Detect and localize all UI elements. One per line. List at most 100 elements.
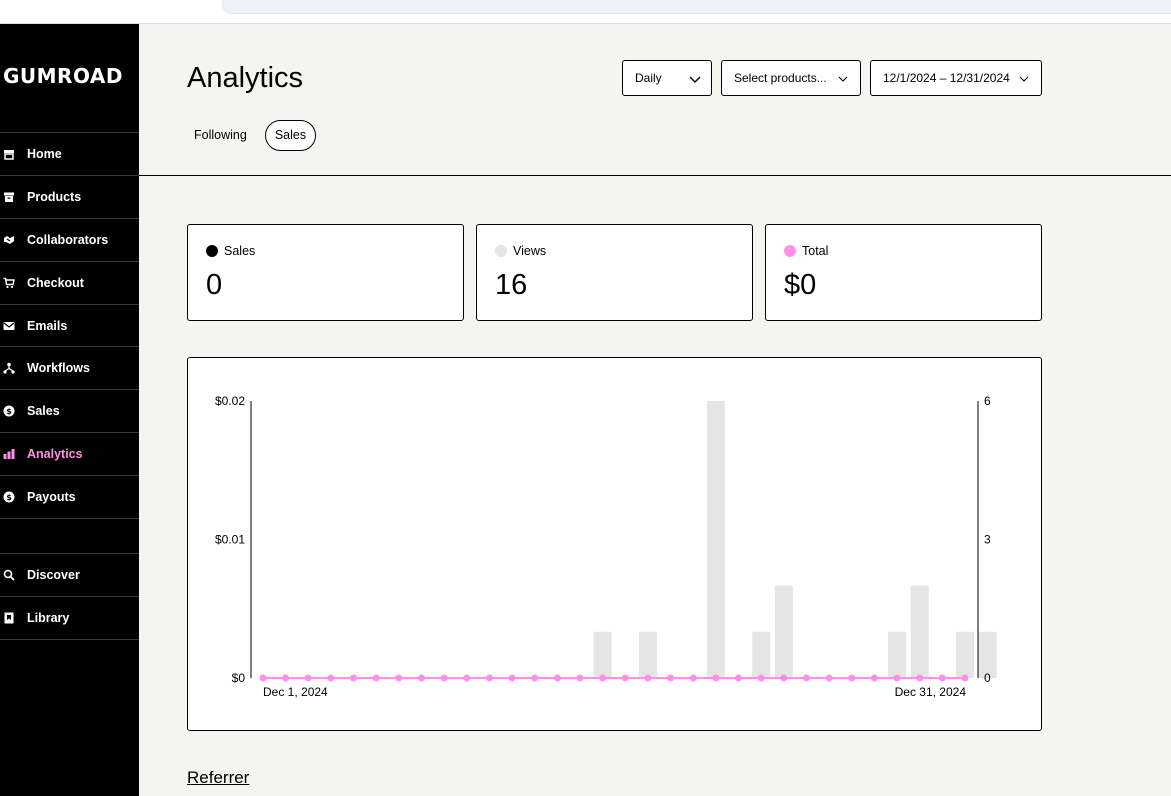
page-header: Analytics Following Sales Daily Select p…	[139, 24, 1171, 176]
total-point	[735, 674, 743, 682]
total-point	[689, 674, 697, 682]
sidebar-item-products[interactable]: Products	[0, 176, 139, 219]
total-point	[825, 674, 833, 682]
chevron-down-icon	[689, 73, 701, 83]
sidebar-item-label: Emails	[27, 318, 68, 333]
total-point	[667, 674, 675, 682]
sidebar: GUMROAD Home Products Collaborators Chec…	[0, 24, 139, 796]
sidebar-item-home[interactable]: Home	[0, 133, 139, 176]
sidebar-item-emails[interactable]: Emails	[0, 305, 139, 348]
sidebar-item-library[interactable]: Library	[0, 597, 139, 640]
sidebar-item-payouts[interactable]: $ Payouts	[0, 476, 139, 520]
sidebar-item-discover[interactable]: Discover	[0, 554, 139, 597]
total-point	[372, 674, 380, 682]
views-stat-label: Views	[513, 244, 547, 258]
views-bar	[956, 631, 974, 678]
total-point	[961, 674, 969, 682]
tab-sales[interactable]: Sales	[264, 120, 317, 151]
views-stat-value: 16	[495, 269, 528, 301]
total-point	[757, 674, 765, 682]
total-stat-card: Total $0	[765, 224, 1042, 321]
sidebar-item-checkout[interactable]: Checkout	[0, 262, 139, 305]
views-stat-label-row: Views	[495, 244, 546, 258]
diagram-icon	[3, 362, 15, 374]
total-point	[712, 674, 720, 682]
total-point	[418, 674, 426, 682]
sidebar-item-workflows[interactable]: Workflows	[0, 347, 139, 391]
tab-following[interactable]: Following	[194, 128, 247, 142]
views-legend-dot	[495, 245, 507, 257]
views-bar	[910, 585, 929, 678]
x-axis-end-label: Dec 31, 2024	[895, 685, 967, 699]
dollar-circle-icon: $	[3, 491, 15, 503]
referrer-heading[interactable]: Referrer	[187, 768, 250, 787]
total-point	[350, 674, 358, 682]
sidebar-item-collaborators[interactable]: Collaborators	[0, 219, 139, 262]
left-axis-tick-label: $0	[232, 671, 246, 685]
total-point	[916, 674, 924, 682]
total-point	[508, 674, 516, 682]
analytics-chart: $0 $0.01 $0.02 0 3 6 Dec 1, 2024 Dec 31, 2024	[187, 357, 1042, 731]
total-point	[485, 674, 493, 682]
sidebar-item-label: Payouts	[27, 490, 76, 505]
sidebar-item-label: Analytics	[27, 447, 83, 462]
views-bar	[706, 401, 725, 678]
store-icon	[3, 148, 15, 160]
chevron-down-icon	[838, 73, 848, 83]
total-stat-label-row: Total	[784, 244, 828, 258]
total-point	[599, 674, 607, 682]
views-bar	[752, 631, 771, 678]
right-axis-tick-label: 6	[984, 394, 991, 408]
left-axis-tick-label: $0.01	[215, 533, 245, 547]
page-title: Analytics	[187, 62, 304, 94]
products-placeholder: Select products...	[734, 71, 827, 85]
views-bar	[593, 631, 612, 678]
browser-chrome-strip	[0, 0, 1171, 24]
sidebar-item-label: Workflows	[27, 361, 90, 376]
right-axis-tick-label: 0	[984, 671, 991, 685]
sidebar-item-label: Checkout	[27, 275, 84, 290]
total-point	[395, 674, 403, 682]
products-select[interactable]: Select products...	[721, 60, 861, 96]
sales-stat-label-row: Sales	[206, 244, 255, 258]
total-point	[463, 674, 471, 682]
secondary-nav: Discover Library	[0, 553, 139, 640]
handshake-icon	[3, 234, 15, 246]
total-point	[644, 674, 652, 682]
total-point	[327, 674, 335, 682]
sales-stat-card: Sales 0	[187, 224, 464, 321]
date-range-picker[interactable]: 12/1/2024 – 12/31/2024	[870, 60, 1042, 96]
sales-stat-label: Sales	[224, 244, 256, 258]
total-point	[553, 674, 561, 682]
total-point	[780, 674, 788, 682]
sales-stat-value: 0	[206, 269, 223, 301]
total-point	[848, 674, 856, 682]
total-stat-value: $0	[784, 269, 817, 301]
total-point	[893, 674, 901, 682]
views-bar	[978, 631, 997, 678]
x-axis-start-label: Dec 1, 2024	[263, 685, 328, 699]
total-point	[304, 674, 312, 682]
sidebar-item-label: Sales	[27, 404, 60, 419]
svg-text:$: $	[6, 407, 12, 416]
bookmark-icon	[3, 612, 15, 624]
dollar-circle-icon: $	[3, 405, 15, 417]
sidebar-item-analytics[interactable]: Analytics	[0, 433, 139, 477]
total-point	[870, 674, 878, 682]
sidebar-item-label: Discover	[27, 567, 80, 582]
granularity-select[interactable]: Daily	[622, 60, 712, 96]
cart-icon	[3, 277, 15, 289]
search-icon	[3, 569, 15, 581]
sidebar-item-label: Collaborators	[27, 232, 109, 247]
total-stat-label: Total	[802, 244, 829, 258]
views-bar	[774, 585, 793, 678]
sidebar-item-label: Home	[27, 146, 62, 161]
gumroad-logo[interactable]: GUMROAD	[3, 64, 124, 88]
views-stat-card: Views 16	[476, 224, 753, 321]
total-point	[938, 674, 946, 682]
address-bar[interactable]	[222, 0, 1171, 14]
chart-svg: $0 $0.01 $0.02 0 3 6 Dec 1, 2024 Dec 31, 2024	[215, 394, 997, 699]
views-bar	[888, 631, 907, 678]
sales-legend-dot	[206, 245, 218, 257]
sidebar-item-sales[interactable]: $ Sales	[0, 390, 139, 434]
